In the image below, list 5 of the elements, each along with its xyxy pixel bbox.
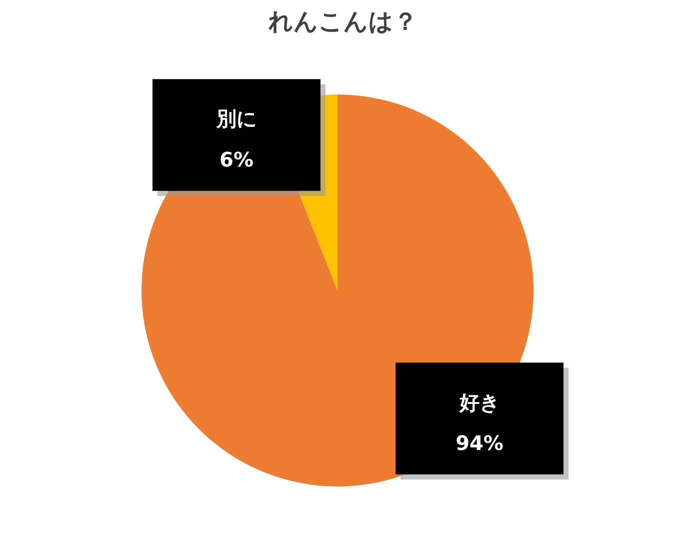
slice-label: 好き <box>458 390 500 414</box>
slice-label: 別に <box>216 106 256 131</box>
chart-title: れんこんは？ <box>268 8 418 36</box>
data-label: 94% <box>456 430 504 455</box>
data-label: 6% <box>220 147 254 172</box>
